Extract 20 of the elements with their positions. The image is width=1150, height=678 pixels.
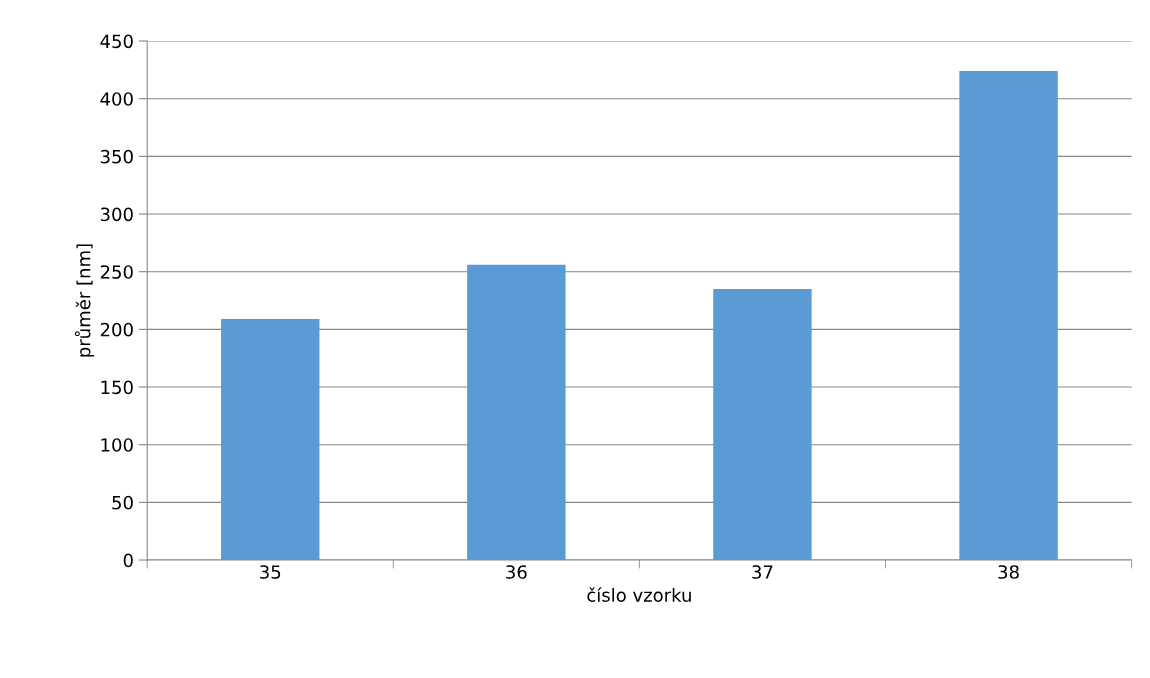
- y-tick-label: 150: [101, 380, 133, 395]
- y-tick-label: 0: [123, 553, 133, 568]
- y-tick-label: 450: [100, 34, 133, 49]
- x-tick-label: 35: [260, 565, 281, 579]
- y-tick-label: 100: [101, 438, 133, 452]
- bar: [713, 288, 812, 561]
- y-tick-label: 250: [100, 265, 133, 279]
- y-tick-label: 50: [112, 495, 133, 510]
- bar: [959, 71, 1058, 561]
- x-tick-label: 38: [998, 565, 1019, 579]
- y-tick-label: 200: [100, 322, 133, 337]
- y-axis-title: průměr [nm]: [74, 244, 94, 357]
- x-tick-label: 36: [506, 565, 527, 579]
- bar: [467, 264, 566, 561]
- y-tick-label: 300: [100, 207, 133, 222]
- x-tick-label: 37: [752, 565, 773, 579]
- bar: [221, 318, 320, 561]
- y-tick-label: 350: [100, 149, 133, 164]
- x-axis-title: číslo vzorku: [587, 587, 691, 602]
- y-tick-label: 400: [100, 92, 133, 106]
